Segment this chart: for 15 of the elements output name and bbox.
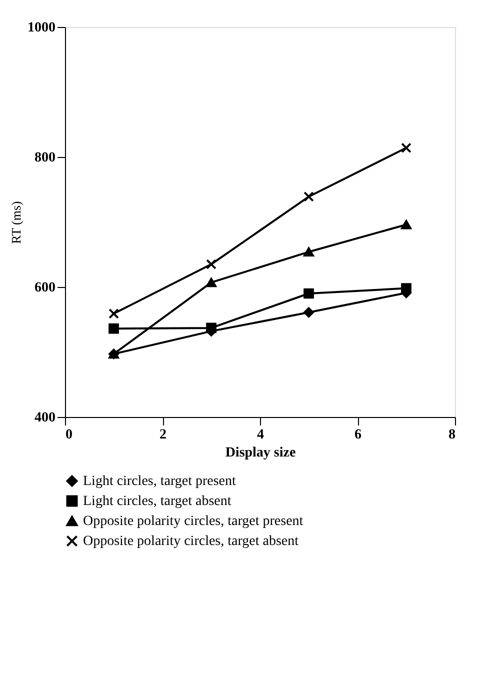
legend-label: Light circles, target present xyxy=(83,474,236,489)
y-tick-label: 1000 xyxy=(28,20,56,36)
x-tick-label: 8 xyxy=(448,428,456,442)
x-tick-label: 0 xyxy=(66,428,72,442)
x-tick-label: 2 xyxy=(160,428,166,442)
y-tick-label: 600 xyxy=(34,280,56,296)
legend-label: Opposite polarity circles, target present xyxy=(83,514,304,529)
x-tick-label: 4 xyxy=(257,428,264,442)
legend-label: Light circles, target absent xyxy=(83,494,232,509)
y-tick-label: 800 xyxy=(34,150,56,166)
x-axis-title: Display size xyxy=(225,446,296,460)
legend-label: Opposite polarity circles, target absent xyxy=(83,534,299,549)
y-tick-label: 400 xyxy=(34,410,56,426)
y-axis-title: RT (ms) xyxy=(8,201,24,244)
x-tick-label: 6 xyxy=(354,428,362,442)
